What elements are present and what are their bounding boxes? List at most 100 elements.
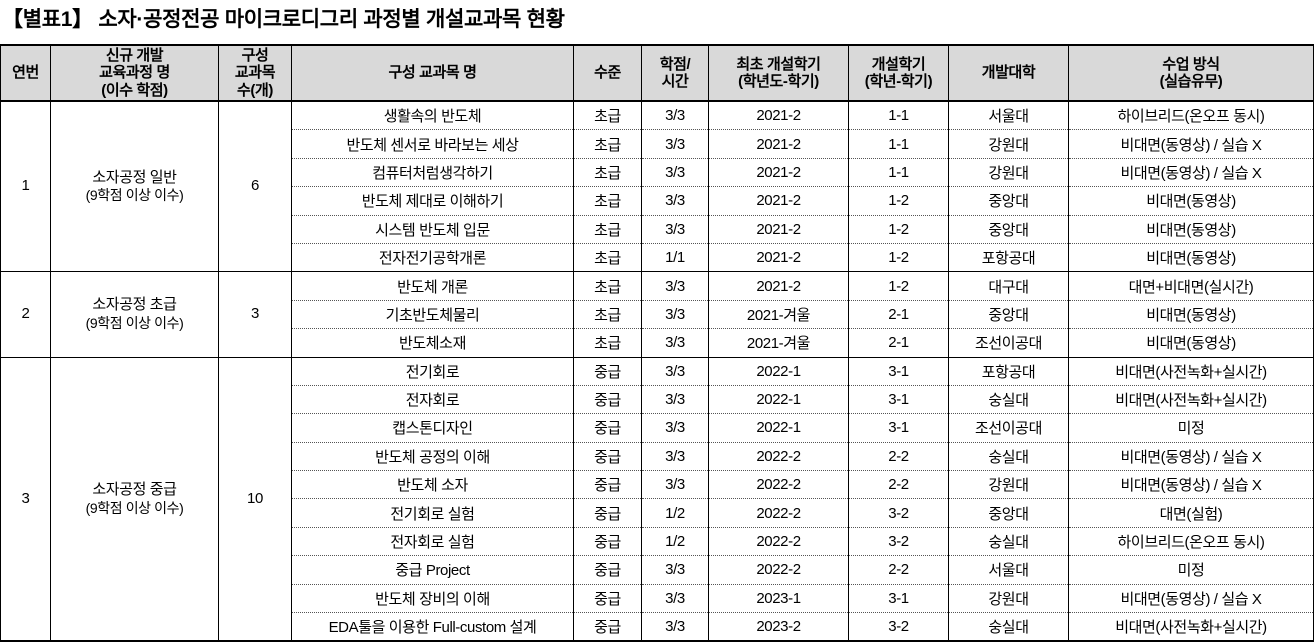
course-table: 연번 신규 개발 교육과정 명 (이수 학점) 구성 교과목 수(개) 구성 교… (0, 44, 1314, 642)
curriculum-name: 소자공정 일반 (92, 168, 177, 186)
cell-class-mode: 미정 (1068, 555, 1314, 585)
cell-university: 포항공대 (948, 356, 1069, 386)
cell-credit-hours: 3/3 (641, 356, 709, 386)
col-header-first-semester: 최초 개설학기 (학년도-학기) (708, 45, 849, 102)
col-header-curriculum: 신규 개발 교육과정 명 (이수 학점) (50, 45, 219, 102)
cell-semester: 2-2 (848, 555, 949, 585)
col-header-semester-line2: (학년-학기) (864, 73, 933, 90)
cell-credit-hours: 3/3 (641, 470, 709, 500)
col-header-credit: 학점/ 시간 (641, 45, 709, 102)
col-header-count: 구성 교과목 수(개) (218, 45, 292, 102)
cell-level: 중급 (573, 526, 642, 557)
cell-class-mode: 비대면(동영상) / 실습 X (1068, 470, 1314, 500)
cell-first-semester: 2021-2 (708, 271, 849, 301)
col-header-curriculum-line1: 신규 개발 (105, 47, 164, 65)
cell-credit-hours: 3/3 (641, 214, 709, 244)
cell-class-mode: 비대면(동영상) (1068, 214, 1314, 244)
cell-level: 중급 (573, 470, 642, 500)
cell-semester: 1-2 (848, 214, 949, 244)
cell-semester: 3-2 (848, 612, 949, 642)
cell-level: 중급 (573, 441, 642, 472)
cell-level: 초급 (573, 186, 642, 216)
col-header-curriculum-line3: (이수 학점) (101, 81, 168, 99)
cell-subject: 기초반도체물리 (291, 299, 574, 330)
cell-class-mode: 비대면(동영상) (1068, 242, 1314, 273)
cell-class-mode: 비대면(동영상) (1068, 299, 1314, 330)
cell-semester: 1-2 (848, 271, 949, 301)
cell-university: 강원대 (948, 583, 1069, 614)
cell-subject: 전자회로 (291, 384, 574, 415)
cell-university: 강원대 (948, 129, 1069, 159)
col-header-count-line2: 교과목 (234, 64, 276, 82)
table-row: 반도체 센서로 바라보는 세상 초급 3/3 2021-2 1-1 강원대 비대면(동영상)… (1, 129, 1314, 159)
cell-credit-hours: 3/3 (641, 583, 709, 614)
col-header-university: 개발대학 (948, 45, 1069, 102)
cell-class-mode: 비대면(사전녹화+실시간) (1068, 356, 1314, 386)
cell-credit-hours: 3/3 (641, 129, 709, 159)
cell-level: 초급 (573, 242, 642, 273)
cell-first-semester: 2021-2 (708, 129, 849, 159)
cell-subject: 중급 Project (291, 555, 574, 585)
cell-first-semester: 2022-1 (708, 384, 849, 415)
cell-credit-hours: 3/3 (641, 328, 709, 358)
cell-subject: 반도체 제대로 이해하기 (291, 186, 574, 216)
curriculum-name: 소자공정 초급 (92, 296, 177, 314)
cell-class-mode: 비대면(동영상) / 실습 X (1068, 129, 1314, 159)
cell-first-semester: 2021-2 (708, 157, 849, 188)
cell-university: 중앙대 (948, 186, 1069, 216)
cell-credit-hours: 1/1 (641, 242, 709, 273)
col-header-no-line1: 연번 (12, 64, 39, 82)
cell-subject: 시스템 반도체 입문 (291, 214, 574, 244)
cell-level: 중급 (573, 356, 642, 386)
col-header-curriculum-line2: 교육과정 명 (99, 64, 170, 82)
cell-credit-hours: 3/3 (641, 413, 709, 443)
cell-group-curriculum: 소자공정 초급 (9학점 이상 이수) (50, 271, 219, 358)
cell-group-no: 2 (0, 271, 51, 358)
cell-group-count: 3 (218, 271, 292, 358)
cell-subject: 전기회로 실험 (291, 498, 574, 528)
cell-university: 중앙대 (948, 214, 1069, 244)
col-header-semester-line1: 개설학기 (871, 55, 926, 73)
cell-class-mode: 비대면(동영상) / 실습 X (1068, 583, 1314, 614)
table-header-row: 연번 신규 개발 교육과정 명 (이수 학점) 구성 교과목 수(개) 구성 교… (0, 45, 1314, 102)
document-page: 【별표1】 소자·공정전공 마이크로디그리 과정별 개설교과목 현황 연번 신규… (0, 8, 1314, 642)
cell-subject: 전자회로 실험 (291, 526, 574, 557)
cell-subject: 생활속의 반도체 (291, 101, 574, 131)
cell-subject: 반도체소재 (291, 328, 574, 358)
table-header: 연번 신규 개발 교육과정 명 (이수 학점) 구성 교과목 수(개) 구성 교… (0, 45, 1314, 102)
cell-semester: 2-2 (848, 470, 949, 500)
cell-class-mode: 하이브리드(온오프 동시) (1068, 526, 1314, 557)
cell-university: 강원대 (948, 157, 1069, 188)
cell-semester: 1-2 (848, 242, 949, 273)
table-body: 1 소자공정 일반 (9학점 이상 이수) 6 생활속의 반도체 초급 3/3 2021-2 1… (0, 101, 1314, 642)
cell-class-mode: 비대면(동영상) (1068, 328, 1314, 358)
cell-first-semester: 2022-2 (708, 555, 849, 585)
table-row: 전자회로 실험 중급 1/2 2022-2 3-2 숭실대 하이브리드(온오프 동시) (1, 526, 1314, 557)
col-header-mode-line2: (실습유무) (1159, 73, 1223, 90)
col-header-count-line3: 수(개) (237, 81, 273, 99)
cell-first-semester: 2021-겨울 (708, 328, 849, 358)
cell-credit-hours: 3/3 (641, 441, 709, 472)
cell-class-mode: 비대면(동영상) (1068, 186, 1314, 216)
table-row: 중급 Project 중급 3/3 2022-2 2-2 서울대 미정 (1, 555, 1314, 585)
cell-university: 중앙대 (948, 498, 1069, 528)
cell-first-semester: 2023-1 (708, 583, 849, 614)
col-header-mode: 수업 방식 (실습유무) (1068, 45, 1314, 102)
cell-first-semester: 2023-2 (708, 612, 849, 642)
col-header-no: 연번 (0, 45, 51, 102)
cell-subject: 반도체 센서로 바라보는 세상 (291, 129, 574, 159)
cell-first-semester: 2021-2 (708, 214, 849, 244)
col-header-level: 수준 (573, 45, 642, 102)
cell-semester: 3-1 (848, 413, 949, 443)
curriculum-credit: (9학점 이상 이수) (85, 499, 184, 516)
cell-level: 초급 (573, 129, 642, 159)
table-row: 반도체 장비의 이해 중급 3/3 2023-1 3-1 강원대 비대면(동영상) / 실습… (1, 583, 1314, 614)
cell-first-semester: 2022-1 (708, 356, 849, 386)
cell-credit-hours: 3/3 (641, 299, 709, 330)
cell-semester: 2-1 (848, 299, 949, 330)
cell-credit-hours: 3/3 (641, 384, 709, 415)
col-header-mode-line1: 수업 방식 (1162, 55, 1220, 73)
cell-class-mode: 미정 (1068, 413, 1314, 443)
cell-credit-hours: 3/3 (641, 271, 709, 301)
cell-university: 조선이공대 (948, 328, 1069, 358)
